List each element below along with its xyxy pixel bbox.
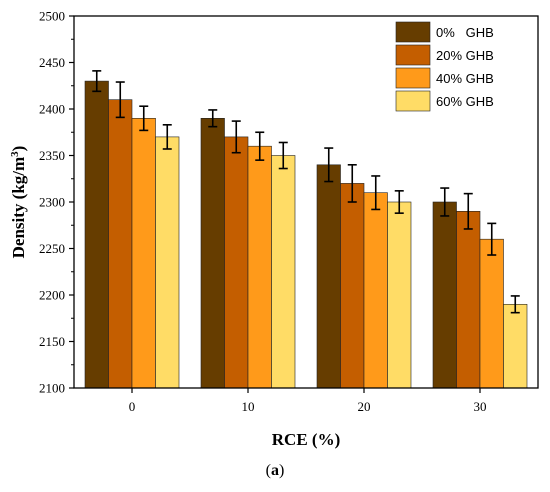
bar-10-series-1 bbox=[224, 136, 249, 389]
x-tick-label-30: 30 bbox=[474, 399, 487, 414]
legend-swatch-1 bbox=[395, 44, 431, 66]
bar-10-series-2 bbox=[247, 145, 272, 389]
bar-30-series-2 bbox=[479, 238, 504, 389]
bar-20-series-2 bbox=[363, 192, 388, 389]
legend-label-2: 40% GHB bbox=[436, 71, 494, 86]
bar-0-series-2 bbox=[131, 118, 156, 389]
bar-10-series-0 bbox=[200, 118, 225, 389]
plot-frame bbox=[73, 15, 539, 389]
y-tick-label-2250: 2250 bbox=[39, 241, 65, 256]
bar-30-series-1 bbox=[456, 211, 481, 389]
y-tick-label-2200: 2200 bbox=[39, 288, 65, 303]
legend-swatch-0 bbox=[395, 21, 431, 43]
y-tick-label-2450: 2450 bbox=[39, 55, 65, 70]
x-axis-title: RCE (%) bbox=[272, 430, 340, 449]
bar-10-series-3 bbox=[271, 155, 296, 389]
y-tick-label-2500: 2500 bbox=[39, 9, 65, 24]
legend-label-1: 20% GHB bbox=[436, 48, 494, 63]
x-tick-label-0: 0 bbox=[129, 399, 136, 414]
y-tick-label-2100: 2100 bbox=[39, 381, 65, 396]
legend-swatch-3 bbox=[395, 90, 431, 112]
y-tick-label-2400: 2400 bbox=[39, 102, 65, 117]
y-tick-label-2150: 2150 bbox=[39, 334, 65, 349]
bar-0-series-3 bbox=[155, 136, 180, 389]
y-tick-label-2350: 2350 bbox=[39, 148, 65, 163]
y-tick-label-2300: 2300 bbox=[39, 195, 65, 210]
legend-label-0: 0% GHB bbox=[436, 25, 494, 40]
bar-0-series-1 bbox=[108, 99, 133, 389]
x-tick-label-20: 20 bbox=[358, 399, 371, 414]
bar-20-series-0 bbox=[316, 164, 341, 389]
bar-0-series-0 bbox=[84, 80, 109, 389]
bar-20-series-1 bbox=[340, 183, 365, 389]
caption-letter: a bbox=[271, 462, 279, 479]
bar-30-series-0 bbox=[432, 201, 457, 389]
figure-caption: (a) bbox=[265, 462, 285, 479]
legend-swatch-2 bbox=[395, 67, 431, 89]
x-tick-label-10: 10 bbox=[242, 399, 255, 414]
y-axis-title: Density (kg/m3) bbox=[9, 146, 28, 259]
legend-label-3: 60% GHB bbox=[436, 94, 494, 109]
bar-30-series-3 bbox=[503, 303, 528, 389]
bar-20-series-3 bbox=[387, 201, 412, 389]
density-bar-chart: 0 10 20 30 2100 2150 2200 2250 2300 2350 2400 2450 2… bbox=[9, 9, 539, 449]
